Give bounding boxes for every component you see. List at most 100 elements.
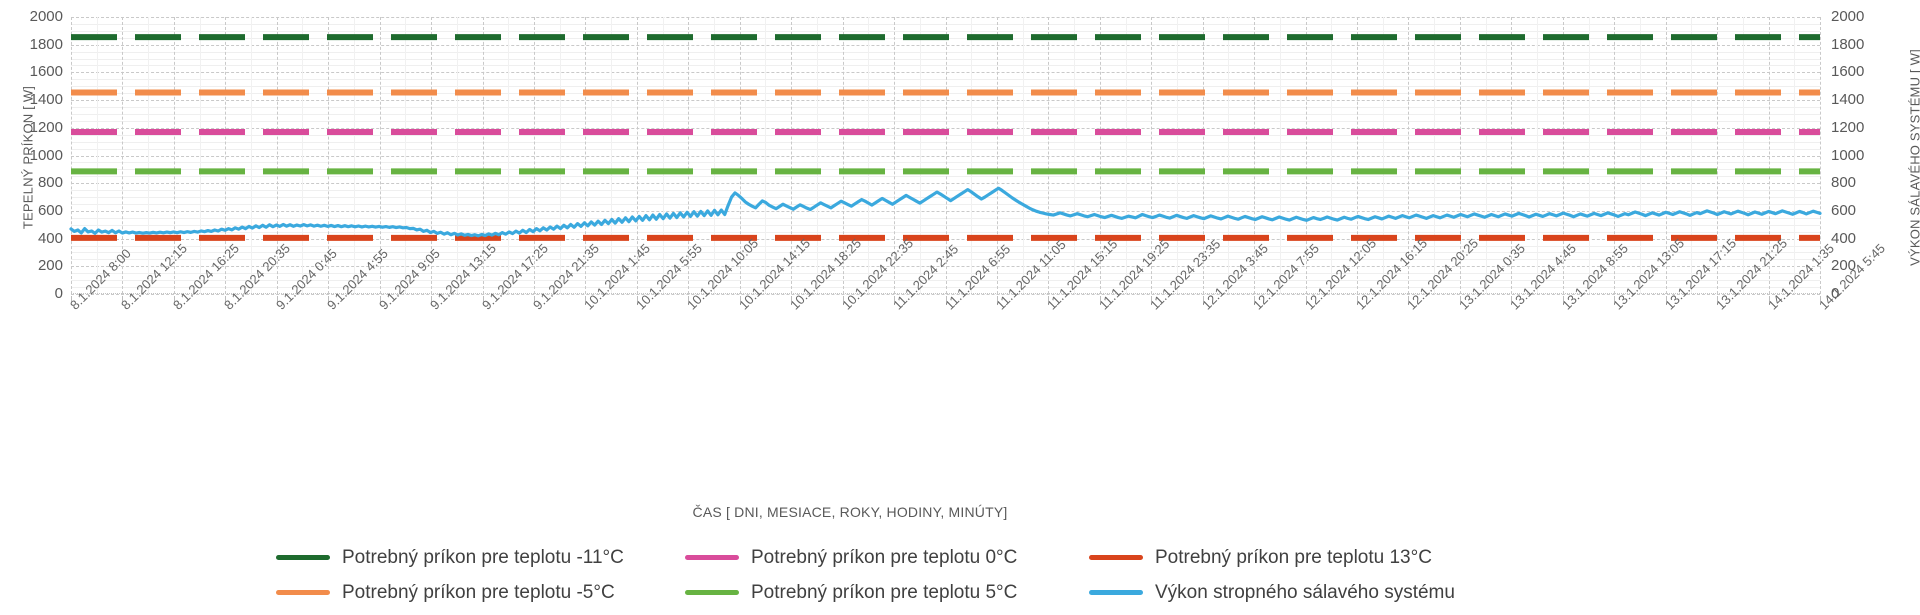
gridline-vertical-minor: [765, 17, 767, 294]
gridline-vertical-minor: [251, 17, 253, 294]
legend-label: Potrebný príkon pre teplotu 0°C: [751, 546, 1018, 568]
legend-label: Potrebný príkon pre teplotu 5°C: [751, 581, 1018, 603]
gridline-vertical: [482, 17, 484, 294]
legend-swatch-icon: [1089, 590, 1143, 595]
y-tick-label-right: 200: [1831, 257, 1857, 275]
gridline-horizontal: [71, 294, 1820, 295]
gridline-vertical-minor: [559, 17, 561, 294]
x-tick-mark: [1151, 296, 1153, 302]
legend-item[interactable]: Potrebný príkon pre teplotu 5°C: [685, 582, 1065, 604]
legend-label: Výkon stropného sálavého systému: [1155, 581, 1455, 603]
gridline-vertical: [996, 17, 998, 294]
plot-area: [69, 17, 1822, 295]
gridline-vertical: [894, 17, 896, 294]
x-tick-mark: [1717, 296, 1719, 302]
x-tick-mark: [585, 296, 587, 302]
x-tick-mark: [688, 296, 690, 302]
gridline-vertical-minor: [1074, 17, 1076, 294]
gridline-vertical-minor: [302, 17, 304, 294]
gridline-vertical-minor: [919, 17, 921, 294]
legend-item[interactable]: Potrebný príkon pre teplotu 13°C: [1089, 547, 1509, 569]
gridline-vertical: [585, 17, 587, 294]
y-tick-label-right: 800: [1831, 174, 1857, 192]
x-tick-mark: [945, 296, 947, 302]
gridline-vertical-minor: [199, 17, 201, 294]
legend-item[interactable]: Potrebný príkon pre teplotu 0°C: [685, 547, 1065, 569]
gridline-vertical-minor: [353, 17, 355, 294]
gridline-vertical-minor: [1691, 17, 1693, 294]
x-tick-mark: [173, 296, 175, 302]
y-tick-label-left: 400: [37, 229, 63, 247]
gridline-vertical: [1665, 17, 1667, 294]
y-tick-label-right: 1200: [1831, 118, 1865, 136]
gridline-vertical: [1202, 17, 1204, 294]
gridline-vertical: [636, 17, 638, 294]
gridline-vertical-minor: [148, 17, 150, 294]
gridline-vertical: [533, 17, 535, 294]
x-tick-mark: [328, 296, 330, 302]
x-tick-mark: [894, 296, 896, 302]
gridline-vertical-minor: [868, 17, 870, 294]
x-tick-mark: [1562, 296, 1564, 302]
y-axis-right-title: VÝKON SÁLAVÉHO SYSTÉMU [ W]: [1907, 49, 1920, 266]
x-tick-mark: [1459, 296, 1461, 302]
gridline-vertical-minor: [971, 17, 973, 294]
gridline-vertical: [842, 17, 844, 294]
legend-swatch-icon: [1089, 555, 1143, 560]
x-tick-mark: [1665, 296, 1667, 302]
legend-label: Potrebný príkon pre teplotu 13°C: [1155, 546, 1432, 568]
legend-item[interactable]: Výkon stropného sálavého systému: [1089, 582, 1509, 604]
x-tick-mark: [225, 296, 227, 302]
x-tick-mark: [71, 296, 72, 302]
gridline-vertical: [1305, 17, 1307, 294]
gridline-vertical-minor: [1382, 17, 1384, 294]
x-tick-mark: [122, 296, 124, 302]
x-tick-mark: [1048, 296, 1050, 302]
gridline-vertical: [739, 17, 741, 294]
gridline-vertical: [1717, 17, 1719, 294]
legend-label: Potrebný príkon pre teplotu -11°C: [342, 546, 624, 568]
x-tick-mark: [379, 296, 381, 302]
gridline-vertical: [431, 17, 433, 294]
gridline-vertical-minor: [611, 17, 613, 294]
legend-swatch-icon: [276, 555, 330, 560]
x-tick-mark: [1820, 296, 1821, 302]
gridline-vertical-minor: [1485, 17, 1487, 294]
y-tick-label-right: 400: [1831, 229, 1857, 247]
y-tick-label-right: 1000: [1831, 146, 1865, 164]
legend-item[interactable]: Potrebný príkon pre teplotu -11°C: [276, 547, 661, 569]
x-tick-mark: [1254, 296, 1256, 302]
x-axis-tick-marks: [71, 296, 1821, 302]
gridline-vertical: [688, 17, 690, 294]
gridline-vertical: [1408, 17, 1410, 294]
x-tick-mark: [636, 296, 638, 302]
gridline-vertical-minor: [508, 17, 510, 294]
gridline-vertical-minor: [1176, 17, 1178, 294]
y-tick-label-right: 2000: [1831, 8, 1865, 25]
x-tick-mark: [1511, 296, 1513, 302]
legend-swatch-icon: [685, 590, 739, 595]
y-tick-label-right: 600: [1831, 201, 1857, 219]
gridline-vertical-minor: [1588, 17, 1590, 294]
legend-swatch-icon: [685, 555, 739, 560]
gridline-vertical-minor: [1434, 17, 1436, 294]
gridline-vertical-minor: [1794, 17, 1796, 294]
gridline-vertical: [945, 17, 947, 294]
x-tick-mark: [1305, 296, 1307, 302]
x-tick-mark: [1408, 296, 1410, 302]
gridline-vertical: [1562, 17, 1564, 294]
x-tick-mark: [276, 296, 278, 302]
y-tick-label-right: 0: [1831, 285, 1840, 302]
gridline-vertical-minor: [405, 17, 407, 294]
y-tick-label-left: 0: [54, 285, 63, 302]
x-tick-mark: [1357, 296, 1359, 302]
gridline-vertical: [1099, 17, 1101, 294]
y-tick-label-left: 1000: [29, 146, 63, 164]
gridline-vertical: [1254, 17, 1256, 294]
gridline-vertical-minor: [1331, 17, 1333, 294]
gridline-vertical: [1820, 17, 1821, 294]
y-tick-label-left: 2000: [29, 8, 63, 25]
x-tick-mark: [431, 296, 433, 302]
legend-item[interactable]: Potrebný príkon pre teplotu -5°C: [276, 582, 661, 604]
